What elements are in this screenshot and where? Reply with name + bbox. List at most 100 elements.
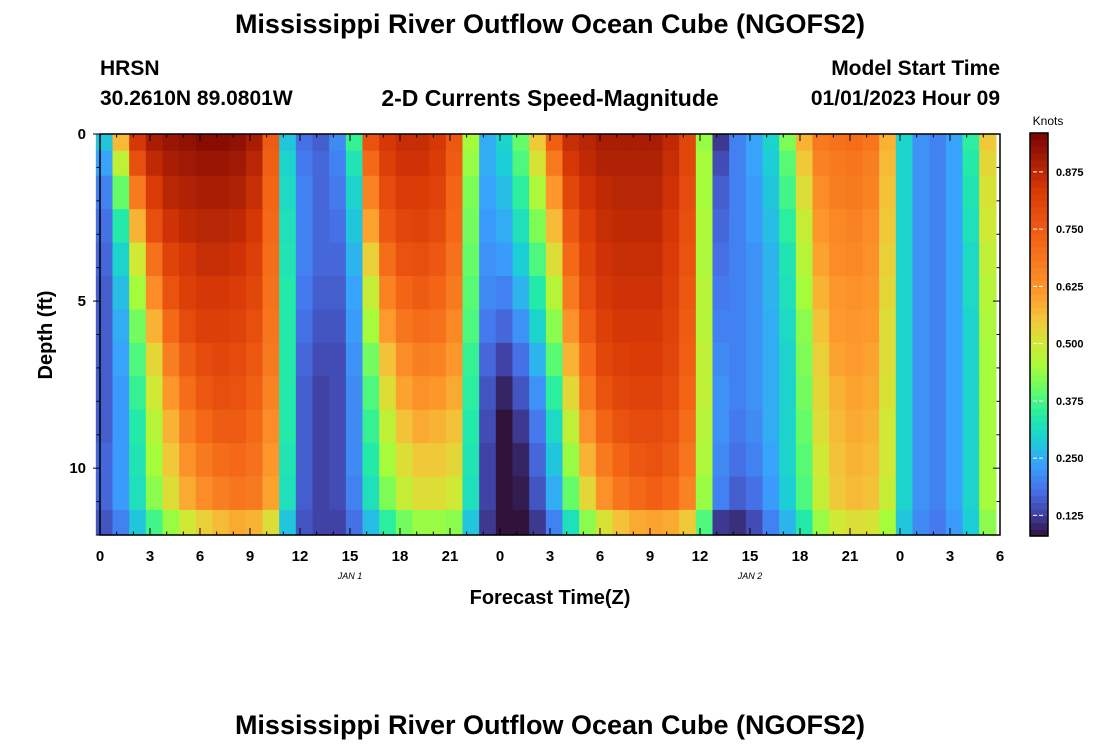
heatmap-cell <box>379 376 397 411</box>
heatmap-cell <box>962 476 980 511</box>
heatmap-cell <box>629 476 647 511</box>
heatmap-cell <box>645 134 664 152</box>
heatmap-cell <box>862 443 880 478</box>
heatmap-cell <box>929 443 947 478</box>
heatmap-cell <box>845 443 864 478</box>
heatmap-cell <box>595 376 614 411</box>
heatmap-cell <box>479 409 497 444</box>
heatmap-cell <box>712 476 730 511</box>
heatmap-cell <box>279 409 297 444</box>
heatmap-cell <box>812 443 830 478</box>
heatmap-cell <box>395 409 414 444</box>
heatmap-cell <box>879 409 897 444</box>
heatmap-cell <box>129 209 147 244</box>
heatmap-cell <box>912 150 930 177</box>
heatmap-cell <box>145 175 164 210</box>
heatmap-cell <box>529 476 547 511</box>
heatmap-cell <box>212 376 230 411</box>
heatmap-cell <box>462 509 480 536</box>
heatmap-cell <box>212 134 230 152</box>
heatmap-cell <box>479 276 497 311</box>
heatmap-cell <box>379 242 397 277</box>
heatmap-cell <box>429 309 447 344</box>
heatmap-cell <box>362 242 380 277</box>
heatmap-cell <box>362 409 380 444</box>
heatmap-cell <box>779 409 797 444</box>
heatmap-cell <box>462 134 480 152</box>
heatmap-cell <box>145 134 164 152</box>
colorbar-segment <box>1030 180 1048 188</box>
heatmap-cell <box>529 443 547 478</box>
heatmap-cell <box>629 309 647 344</box>
heatmap-cell <box>712 509 730 536</box>
heatmap-cell <box>562 342 580 377</box>
heatmap-cell <box>245 342 264 377</box>
heatmap-cell <box>312 342 330 377</box>
heatmap-cell <box>762 276 780 311</box>
chart-subtitle: 2-D Currents Speed-Magnitude <box>381 85 719 111</box>
heatmap-cell <box>329 376 347 411</box>
heatmap-cell <box>962 342 980 377</box>
heatmap-cell <box>979 242 997 277</box>
heatmap-cell <box>412 409 430 444</box>
heatmap-cell <box>362 276 380 311</box>
heatmap-cell <box>645 409 664 444</box>
heatmap-cell <box>195 376 214 411</box>
heatmap-cell <box>879 242 897 277</box>
heatmap-cell <box>312 509 330 536</box>
x-tick-label: 21 <box>442 548 459 565</box>
heatmap-cell <box>745 443 764 478</box>
heatmap-cell <box>412 342 430 377</box>
heatmap-cell <box>645 209 664 244</box>
heatmap-cell <box>279 509 297 536</box>
heatmap-cell <box>895 309 914 344</box>
heatmap-cell <box>445 409 464 444</box>
heatmap-cell <box>945 476 964 511</box>
x-tick-label: 18 <box>392 548 409 565</box>
heatmap-cell <box>545 276 564 311</box>
heatmap-cell <box>479 134 497 152</box>
heatmap-cell <box>845 209 864 244</box>
heatmap-cell <box>212 409 230 444</box>
heatmap-cell <box>895 443 914 478</box>
heatmap-cell <box>445 476 464 511</box>
colorbar-segment <box>1030 394 1048 403</box>
heatmap-cell <box>612 376 630 411</box>
heatmap-cell <box>545 242 564 277</box>
heatmap-cell <box>595 342 614 377</box>
heatmap-cell <box>779 309 797 344</box>
model-start-label: Model Start Time <box>831 57 1000 80</box>
heatmap-cell <box>812 242 830 277</box>
heatmap-cell <box>412 242 430 277</box>
heatmap-cell <box>812 276 830 311</box>
footer-title: Mississippi River Outflow Ocean Cube (NG… <box>234 710 866 740</box>
heatmap-cell <box>229 209 247 244</box>
heatmap-cell <box>445 276 464 311</box>
heatmap-cell <box>762 409 780 444</box>
heatmap-cell <box>979 309 997 344</box>
heatmap-cell <box>245 242 264 277</box>
heatmap-cell <box>429 342 447 377</box>
heatmap-cell <box>429 150 447 177</box>
heatmap-cell <box>879 309 897 344</box>
heatmap-cell <box>829 309 847 344</box>
heatmap-cell <box>579 209 597 244</box>
colorbar-segment <box>1030 515 1048 524</box>
heatmap-cell <box>695 309 714 344</box>
heatmap-cell <box>229 242 247 277</box>
heatmap-cell <box>379 276 397 311</box>
heatmap-cell <box>345 509 364 536</box>
heatmap-cell <box>962 134 980 152</box>
heatmap-cell <box>262 476 280 511</box>
colorbar-segment <box>1030 347 1048 356</box>
heatmap-cell <box>795 443 814 478</box>
colorbar-segment <box>1030 139 1048 148</box>
heatmap-cell <box>412 134 430 152</box>
heatmap-cell <box>462 443 480 478</box>
heatmap-cell <box>612 150 630 177</box>
heatmap-cell <box>829 342 847 377</box>
heatmap-cell <box>945 175 964 210</box>
heatmap-cell <box>695 443 714 478</box>
heatmap-cell <box>862 376 880 411</box>
heatmap-cell <box>662 276 680 311</box>
